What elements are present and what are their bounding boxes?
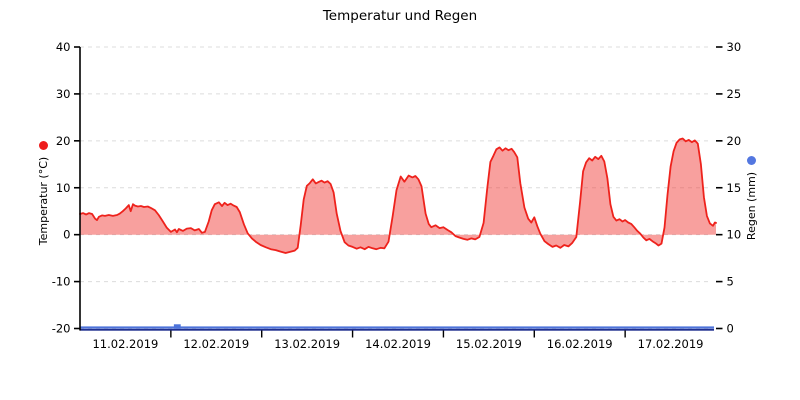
- y-right-tick-label: 30: [727, 40, 742, 54]
- temperature-area: [80, 138, 716, 253]
- x-axis-date-label: 14.02.2019: [365, 337, 431, 351]
- y-left-tick-label: 20: [56, 134, 71, 148]
- chart-title: Temperatur und Regen: [322, 8, 478, 24]
- x-axis-date-label: 12.02.2019: [183, 337, 249, 351]
- y-left-tick-label: -20: [52, 322, 71, 336]
- y-right-tick-label: 20: [727, 134, 742, 148]
- y-right-tick-label: 15: [727, 181, 742, 195]
- y-right-tick-label: 25: [727, 87, 742, 101]
- rain-baseline-line: [80, 326, 714, 329]
- y-right-tick-label: 5: [727, 275, 734, 289]
- y-left-tick-label: 0: [63, 228, 70, 242]
- y-left-tick-label: 30: [56, 87, 71, 101]
- rain-baseline-dark-line: [80, 328, 714, 331]
- y-left-tick-label: 10: [56, 181, 71, 195]
- x-axis-date-label: 16.02.2019: [547, 337, 613, 351]
- x-axis-date-label: 15.02.2019: [456, 337, 522, 351]
- y-left-tick-label: -10: [52, 275, 71, 289]
- x-axis-date-label: 11.02.2019: [92, 337, 158, 351]
- y-right-tick-label: 10: [727, 228, 742, 242]
- x-axis-date-label: 13.02.2019: [274, 337, 340, 351]
- y-right-tick-label: 0: [727, 322, 734, 336]
- temperature-line: [79, 137, 717, 254]
- y-left-tick-label: 40: [56, 40, 71, 54]
- x-axis-date-label: 17.02.2019: [638, 337, 704, 351]
